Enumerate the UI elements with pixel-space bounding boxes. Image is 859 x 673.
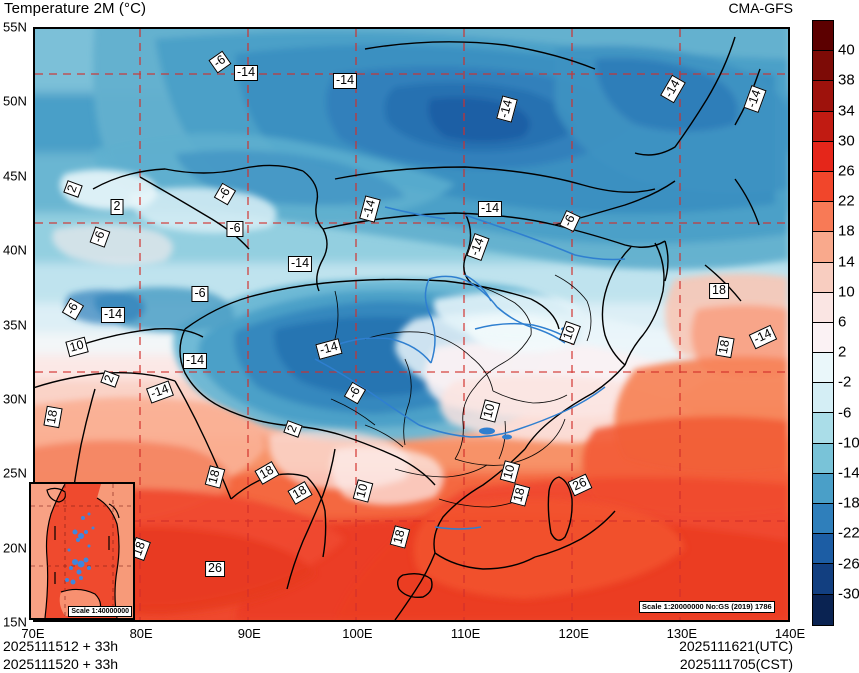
- colorbar-band: [813, 51, 833, 82]
- colorbar-band: [813, 232, 833, 263]
- lat-tick-label: 20N: [3, 540, 27, 556]
- valid-time-utc: 2025111621(UTC): [679, 638, 793, 654]
- colorbar-tick-label: -6: [838, 404, 852, 422]
- colorbar-band: [813, 81, 833, 112]
- init-time-cst: 2025111520 + 33h: [3, 656, 119, 672]
- colorbar-tick-label: 22: [838, 192, 855, 210]
- lon-tick-label: 100E: [342, 626, 373, 641]
- inset-scale-note: Scale 1:40000000: [68, 606, 132, 617]
- colorbar-band: [813, 322, 833, 354]
- colorbar-band: [813, 594, 833, 625]
- colorbar-band: [813, 171, 833, 203]
- init-time-utc: 2025111512 + 33h: [3, 638, 119, 654]
- contour-label: -14: [100, 307, 126, 323]
- contour-label: 2: [110, 199, 124, 215]
- colorbar-band: [813, 564, 833, 595]
- colorbar-tick-label: 14: [838, 253, 855, 271]
- lat-tick-label: 30N: [3, 391, 27, 407]
- colorbar-tick-label: -10: [838, 434, 859, 452]
- colorbar-band: [813, 21, 833, 52]
- lon-tick-label: 110E: [450, 626, 481, 641]
- inset-map[interactable]: Scale 1:40000000: [29, 482, 135, 620]
- contour-label: 26: [205, 561, 225, 577]
- colorbar-band: [813, 473, 833, 504]
- colorbar-band: [813, 443, 833, 474]
- contour-label: 18: [43, 405, 63, 429]
- colorbar-band: [813, 111, 833, 142]
- contour-label: -14: [332, 73, 358, 89]
- contour-label: -6: [226, 221, 244, 237]
- colorbar-tick-label: 40: [838, 41, 855, 59]
- colorbar-band: [813, 413, 833, 444]
- map-canvas[interactable]: -6 -14 -14 -14 -14 -14 2 2 -6 -6 -6 -14 -14 -14 -6 -14-…: [33, 27, 790, 622]
- colorbar-band: [813, 292, 833, 323]
- lon-tick-label: 70E: [21, 626, 45, 641]
- colorbar-tick-label: -22: [838, 524, 859, 542]
- colorbar-tick-label: -2: [838, 373, 852, 391]
- colorbar-band: [813, 262, 833, 293]
- temperature-field: [35, 29, 788, 620]
- colorbar-tick-label: -30: [838, 585, 859, 603]
- lat-tick-label: 25N: [3, 465, 27, 481]
- lon-tick-label: 120E: [558, 626, 589, 641]
- contour-label: -14: [477, 201, 503, 217]
- lat-tick-label: 15N: [3, 614, 27, 630]
- colorbar-tick-label: 38: [838, 71, 855, 89]
- valid-time-cst: 2025111705(CST): [679, 656, 793, 672]
- lat-tick-label: 50N: [3, 93, 27, 109]
- colorbar-band: [813, 534, 833, 565]
- contour-label: 18: [715, 335, 735, 359]
- lat-tick-label: 55N: [3, 19, 27, 35]
- lat-tick-label: 45N: [3, 168, 27, 184]
- colorbar-tick-label: 30: [838, 132, 855, 150]
- colorbar-tick-label: -18: [838, 494, 859, 512]
- contour-label: -6: [191, 286, 209, 302]
- colorbar[interactable]: [812, 20, 834, 626]
- contour-label: 18: [709, 283, 729, 299]
- colorbar-tick-label: -14: [838, 464, 859, 482]
- colorbar-band: [813, 202, 833, 233]
- colorbar-tick-label: 26: [838, 162, 855, 180]
- lat-tick-label: 40N: [3, 242, 27, 258]
- colorbar-tick-label: 10: [838, 283, 855, 301]
- contour-label: -14: [182, 353, 208, 369]
- lon-tick-label: 90E: [237, 626, 261, 641]
- lat-tick-label: 35N: [3, 317, 27, 332]
- colorbar-band: [813, 141, 833, 172]
- map-scale-note: Scale 1:20000000 No:GS (2019) 1786: [639, 601, 775, 613]
- lon-tick-label: 140E: [774, 626, 806, 641]
- colorbar-tick-label: 2: [838, 343, 847, 361]
- colorbar-tick-label: -26: [838, 555, 859, 573]
- colorbar-tick-label: 6: [838, 313, 847, 331]
- map-field: -6 -14 -14 -14 -14 -14 2 2 -6 -6 -6 -14 -14 -14 -6 -14-…: [35, 29, 788, 620]
- contour-label: -14: [287, 256, 313, 272]
- lon-tick-label: 80E: [129, 626, 153, 641]
- colorbar-tick-label: 18: [838, 222, 855, 240]
- colorbar-band: [813, 383, 833, 414]
- model-label: CMA-GFS: [728, 0, 793, 16]
- colorbar-band: [813, 504, 833, 535]
- lon-tick-label: 130E: [666, 626, 698, 641]
- page-title: Temperature 2M (°C): [4, 0, 147, 17]
- contour-label: -14: [233, 65, 259, 81]
- colorbar-band: [813, 353, 833, 384]
- colorbar-tick-label: 34: [838, 102, 855, 120]
